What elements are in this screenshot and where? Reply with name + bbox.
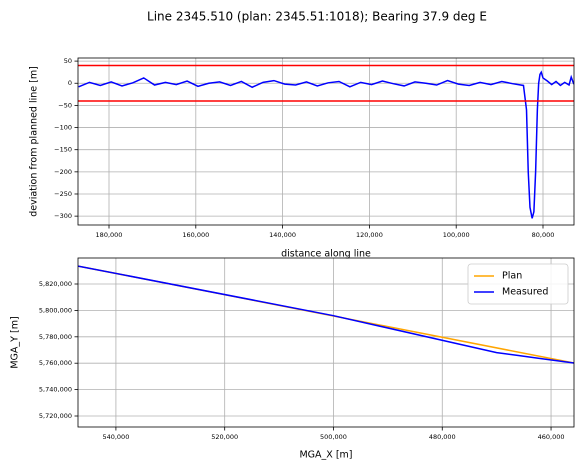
y-tick-label: 5,760,000 <box>39 359 72 367</box>
legend-label: Plan <box>502 271 522 282</box>
y-tick-label: −100 <box>54 124 72 132</box>
x-tick-label: 520,000 <box>211 433 238 441</box>
y-tick-label: 50 <box>64 57 72 65</box>
y-tick-label: 5,820,000 <box>39 280 72 288</box>
x-tick-label: 480,000 <box>429 433 456 441</box>
x-tick-label: 120,000 <box>356 231 383 239</box>
y-tick-label: 5,780,000 <box>39 333 72 341</box>
axes-frame <box>77 257 575 428</box>
y-tick-label: −200 <box>54 168 72 176</box>
y-tick-label: 5,800,000 <box>39 306 72 314</box>
x-tick-label: 100,000 <box>443 231 470 239</box>
series-line <box>78 265 574 364</box>
x-tick-label: 160,000 <box>182 231 209 239</box>
x-tick-label: 460,000 <box>538 433 565 441</box>
y-tick-label: 5,720,000 <box>39 412 72 420</box>
x-tick-label: 540,000 <box>102 433 129 441</box>
x-axis-label: distance along line <box>281 249 371 260</box>
y-tick-label: 5,740,000 <box>39 386 72 394</box>
x-tick-label: 500,000 <box>320 433 347 441</box>
y-tick-label: −300 <box>54 212 72 220</box>
axes-frame <box>77 57 575 226</box>
series-line <box>78 70 574 219</box>
y-tick-label: −150 <box>54 146 72 154</box>
x-tick-label: 180,000 <box>96 231 123 239</box>
y-axis-label: MGA_Y [m] <box>10 316 21 368</box>
y-tick-label: −250 <box>54 190 72 198</box>
figure-title: Line 2345.510 (plan: 2345.51:1018); Bear… <box>147 10 487 24</box>
x-tick-label: 80,000 <box>532 231 555 239</box>
legend-box <box>467 263 569 305</box>
y-tick-label: −50 <box>58 101 72 109</box>
legend-label: Measured <box>502 287 548 298</box>
y-tick-label: 0 <box>68 79 72 87</box>
x-tick-label: 140,000 <box>269 231 296 239</box>
y-axis-label: deviation from planned line [m] <box>29 66 40 217</box>
x-axis-label: MGA_X [m] <box>299 450 352 461</box>
